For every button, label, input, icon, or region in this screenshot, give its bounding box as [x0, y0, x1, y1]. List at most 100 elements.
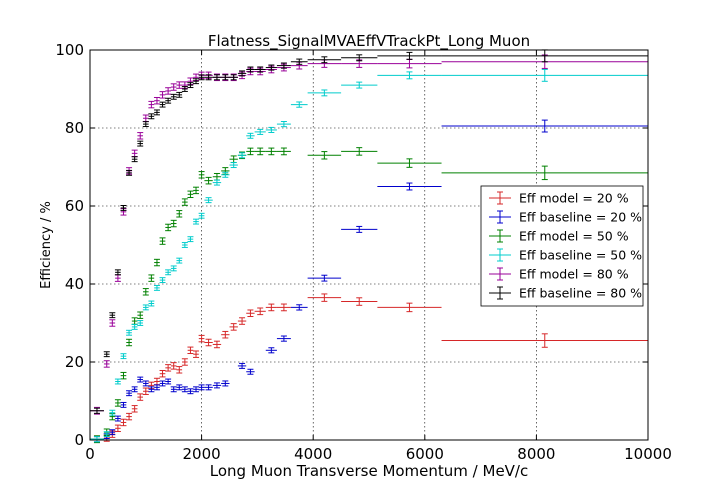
data-point: [276, 303, 291, 312]
data-point: [221, 380, 230, 387]
data-point: [148, 113, 155, 120]
y-tick-label: 20: [65, 353, 84, 371]
data-point: [198, 334, 205, 343]
data-point: [221, 171, 230, 178]
data-point: [276, 147, 291, 156]
legend: Eff model = 20 % Eff baseline = 20 % Eff m…: [480, 185, 644, 307]
data-point: [198, 171, 205, 179]
data-point: [290, 304, 308, 311]
data-point: [159, 91, 166, 99]
series-1: [90, 293, 648, 444]
data-point: [126, 390, 133, 397]
data-point: [120, 371, 127, 380]
data-point: [165, 223, 172, 232]
data-point: [120, 205, 127, 211]
data-point: [109, 312, 116, 319]
data-point: [229, 162, 238, 169]
data-point: [170, 362, 177, 370]
data-point: [159, 101, 166, 108]
data-point: [229, 323, 238, 331]
data-point: [307, 293, 342, 302]
data-point: [142, 304, 149, 311]
data-point: [165, 269, 172, 276]
data-point: [204, 74, 213, 81]
axis-ticks: 0 2000 4000 6000 8000 10000 0 20 40 60 80 100: [55, 41, 672, 463]
x-tick-label: 0: [85, 445, 95, 463]
data-point: [176, 210, 183, 218]
data-point: [237, 362, 247, 369]
legend-label: Eff baseline = 20 %: [519, 210, 642, 225]
data-point: [103, 360, 110, 368]
data-point: [377, 182, 442, 191]
data-point: [193, 218, 200, 225]
data-point: [265, 147, 277, 156]
data-point: [165, 364, 172, 372]
data-point: [181, 242, 188, 248]
data-point: [265, 64, 277, 71]
x-tick-label: 6000: [406, 445, 444, 463]
data-point: [137, 393, 144, 401]
legend-item: Eff model = 20 %: [489, 191, 629, 206]
data-point: [170, 265, 177, 272]
data-point: [341, 147, 378, 156]
data-point: [187, 346, 194, 355]
data-point: [341, 81, 378, 89]
data-point: [90, 436, 104, 443]
y-tick-label: 40: [65, 275, 84, 293]
data-point: [176, 91, 183, 98]
data-point: [204, 176, 213, 185]
x-axis-label: Long Muon Transverse Momentum / MeV/c: [210, 462, 528, 480]
data-point: [254, 147, 266, 156]
data-point: [148, 100, 155, 109]
data-point: [246, 66, 255, 73]
data-point: [131, 386, 138, 393]
chart-title: Flatness_SignalMVAEffVTrackPt_Long Muon: [208, 32, 530, 51]
data-point: [441, 165, 648, 181]
data-point: [377, 71, 442, 80]
legend-item: Eff baseline = 50 %: [489, 248, 642, 263]
data-point: [109, 319, 116, 327]
data-point: [170, 219, 177, 228]
data-point: [276, 62, 291, 69]
data-point: [176, 257, 183, 264]
data-point: [159, 237, 166, 245]
data-point: [137, 140, 144, 147]
series-6: [90, 49, 648, 414]
data-point: [114, 378, 121, 385]
data-point: [142, 288, 149, 296]
data-point: [377, 51, 442, 60]
legend-label: Eff baseline = 80 %: [519, 286, 642, 301]
data-point: [165, 378, 172, 385]
data-point: [148, 386, 155, 393]
data-point: [204, 197, 213, 204]
legend-item: Eff baseline = 80 %: [489, 286, 642, 301]
data-point: [187, 388, 194, 395]
data-point: [131, 323, 138, 330]
data-point: [441, 119, 648, 133]
data-point: [221, 330, 230, 339]
data-point: [187, 82, 194, 89]
data-point: [131, 156, 138, 163]
data-point: [120, 418, 127, 427]
y-tick-label: 60: [65, 197, 84, 215]
data-point: [114, 424, 121, 433]
data-point: [290, 58, 308, 65]
data-point: [221, 74, 230, 81]
data-point: [181, 86, 188, 92]
data-point: [265, 126, 277, 133]
data-point: [120, 401, 127, 408]
data-point: [246, 368, 255, 375]
data-point: [341, 225, 378, 233]
x-tick-label: 4000: [294, 445, 332, 463]
data-point: [159, 380, 166, 387]
data-point: [193, 78, 200, 85]
data-point: [441, 333, 648, 348]
y-tick-label: 0: [74, 431, 84, 449]
legend-box: [480, 185, 644, 307]
data-point: [193, 386, 200, 393]
data-point: [153, 284, 160, 291]
data-point: [137, 132, 144, 140]
data-point: [109, 409, 116, 416]
data-point: [90, 407, 104, 414]
